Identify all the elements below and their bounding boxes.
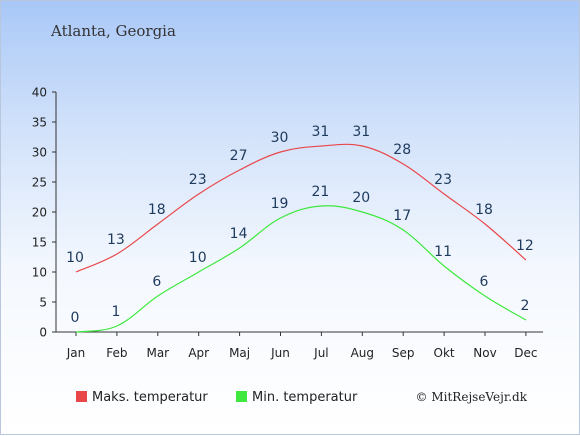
series-line-max [75,143,527,273]
x-tick-label: Maj [229,346,250,360]
data-label-max: 27 [230,148,248,164]
data-label-min: 21 [311,184,329,200]
data-label-min: 10 [189,250,207,266]
chart-title: Atlanta, Georgia [51,22,176,40]
x-tick-label: Feb [106,346,127,360]
y-tick-label: 35 [32,116,47,130]
y-tick-label: 20 [32,206,47,220]
data-label-min: 20 [352,190,370,206]
data-label-max: 30 [271,130,289,146]
y-tick-label: 5 [39,296,47,310]
data-label-min: 17 [393,208,411,224]
x-tick-label: Jul [313,346,328,360]
x-tick-label: Jan [66,346,86,360]
legend-swatch-min [236,391,247,402]
data-label-min: 2 [520,298,529,314]
y-tick-label: 0 [39,326,47,340]
legend-swatch-max [76,391,87,402]
x-tick-label: Dec [514,346,537,360]
legend-item-min: Min. temperatur [236,390,357,405]
data-label-max: 31 [352,124,370,140]
series-line-min [75,205,527,333]
data-label-max: 13 [107,232,125,248]
y-tick-label: 40 [32,86,47,100]
x-tick-label: Jun [270,346,290,360]
data-label-max: 18 [475,202,493,218]
x-tick-label: Sep [392,346,415,360]
data-label-max: 23 [189,172,207,188]
legend-label-min: Min. temperatur [252,390,358,405]
x-tick-label: Nov [473,346,496,360]
legend-item-max: Maks. temperatur [76,390,208,405]
x-tick-label: Apr [188,346,209,360]
y-tick-label: 25 [32,176,47,190]
y-tick-label: 30 [32,146,47,160]
data-label-min: 0 [71,310,80,326]
data-label-min: 11 [434,244,452,260]
data-label-min: 14 [230,226,248,242]
data-label-max: 23 [434,172,452,188]
data-label-min: 1 [111,304,120,320]
y-tick-label: 10 [32,266,47,280]
credit-link[interactable]: © MitRejseVejr.dk [415,390,527,404]
data-label-max: 28 [393,142,411,158]
x-tick-label: Mar [146,346,169,360]
data-label-max: 31 [311,124,329,140]
data-label-min: 19 [271,196,289,212]
data-label-min: 6 [152,274,161,290]
data-label-max: 18 [148,202,166,218]
legend-label-max: Maks. temperatur [92,390,208,405]
data-label-min: 6 [480,274,489,290]
x-tick-label: Okt [434,346,455,360]
data-label-max: 10 [66,250,84,266]
data-label-max: 12 [516,238,534,254]
x-tick-label: Aug [351,346,374,360]
y-tick-label: 15 [32,236,47,250]
